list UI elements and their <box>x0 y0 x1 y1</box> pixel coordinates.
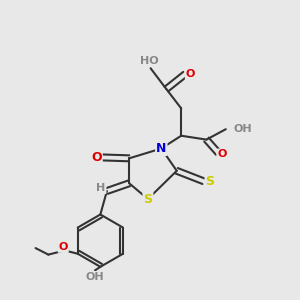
Text: OH: OH <box>233 124 252 134</box>
Text: S: S <box>206 175 214 188</box>
Text: OH: OH <box>86 272 104 282</box>
Text: O: O <box>58 242 68 252</box>
Text: H: H <box>96 183 106 193</box>
Text: N: N <box>156 142 166 155</box>
Text: O: O <box>91 151 102 164</box>
Text: HO: HO <box>140 56 158 66</box>
Text: S: S <box>143 193 152 206</box>
Text: O: O <box>217 149 226 160</box>
Text: O: O <box>186 69 195 79</box>
